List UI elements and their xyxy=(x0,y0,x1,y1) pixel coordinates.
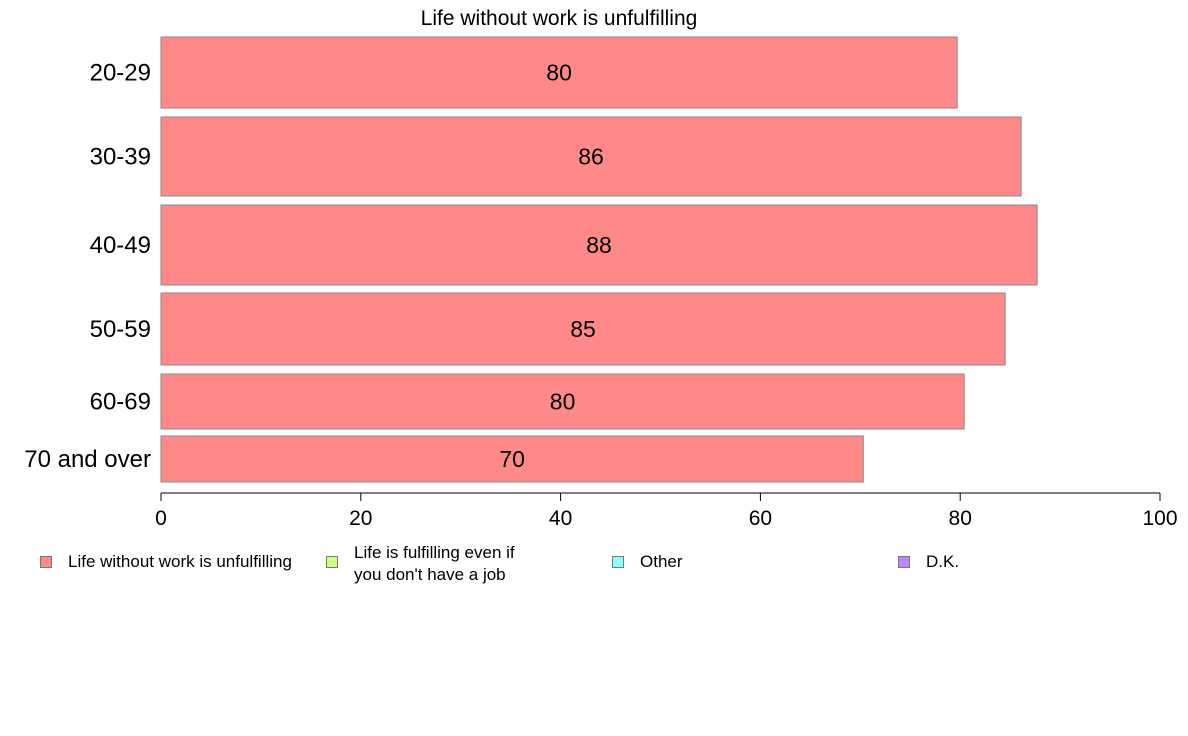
bar-3 xyxy=(160,292,1006,366)
chart-title: Life without work is unfulfilling xyxy=(421,7,698,30)
bar-value-label-2: 88 xyxy=(586,232,612,258)
legend-label-other: Other xyxy=(640,552,683,571)
bar-5 xyxy=(160,435,864,483)
legend-label-unfulfilling: Life without work is unfulfilling xyxy=(68,552,292,571)
legend-swatch-other xyxy=(612,556,624,568)
bar-value-label-3: 85 xyxy=(570,316,596,342)
category-label-5: 70 and over xyxy=(24,446,151,473)
category-label-4: 60-69 xyxy=(90,389,151,416)
legend-swatch-unfulfilling xyxy=(40,556,52,568)
x-tick-label-0: 0 xyxy=(155,507,167,530)
legend-label-dk: D.K. xyxy=(926,552,960,571)
legend-item-fulfilling: Life is fulfilling even if you don't hav… xyxy=(326,542,515,586)
x-tick-label-2: 40 xyxy=(549,507,572,530)
bar-2 xyxy=(160,204,1038,286)
bar-4 xyxy=(160,373,965,430)
legend-label-fulfilling: Life is fulfilling even if you don't hav… xyxy=(354,543,515,584)
x-tick-label-5: 100 xyxy=(1142,507,1177,530)
legend: Life without work is unfulfilling Life i… xyxy=(0,542,1188,592)
category-label-0: 20-29 xyxy=(90,60,151,87)
bar-value-label-5: 70 xyxy=(499,446,525,472)
bar-value-label-0: 80 xyxy=(546,60,572,86)
bar-value-label-4: 80 xyxy=(550,389,576,415)
x-tick-label-4: 80 xyxy=(949,507,972,530)
legend-swatch-dk xyxy=(898,556,910,568)
category-label-2: 40-49 xyxy=(90,232,151,259)
bars-layer: 80 20-29 86 30-39 88 40-49 85 50-59 80 60-69 70 70 … xyxy=(24,36,1038,483)
x-tick-label-3: 60 xyxy=(749,507,772,530)
x-axis: 0 20 40 60 80 100 xyxy=(155,492,1178,530)
chart-svg: Life without work is unfulfilling 80 20-2… xyxy=(24,7,1178,530)
legend-item-dk: D.K. xyxy=(898,542,959,573)
category-label-1: 30-39 xyxy=(90,144,151,171)
legend-item-unfulfilling: Life without work is unfulfilling xyxy=(40,542,292,573)
legend-item-other: Other xyxy=(612,542,683,573)
legend-swatch-fulfilling xyxy=(326,556,338,568)
category-label-3: 50-59 xyxy=(90,316,151,343)
bar-value-label-1: 86 xyxy=(578,144,604,170)
bar-0 xyxy=(160,36,958,109)
bar-1 xyxy=(160,116,1022,197)
x-tick-label-1: 20 xyxy=(349,507,372,530)
